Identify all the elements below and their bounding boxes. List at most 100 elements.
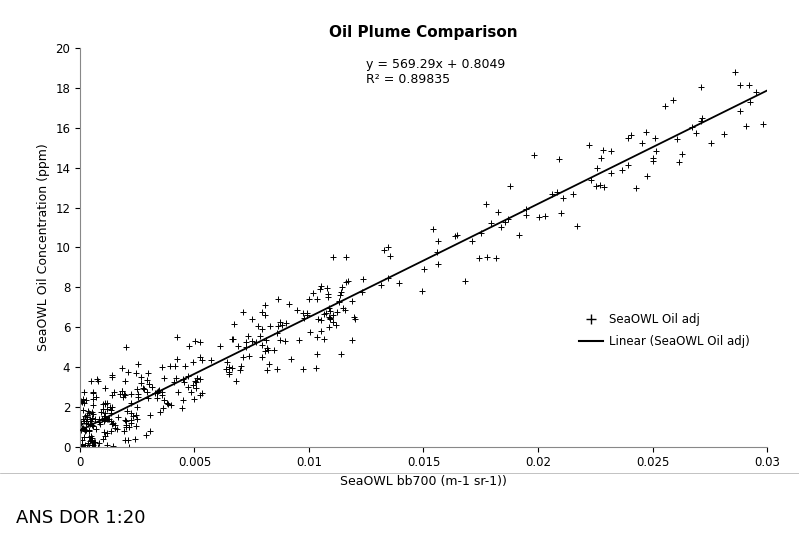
- Point: [85, 441, 98, 449]
- Point: [556, 194, 569, 202]
- Point: [729, 68, 741, 77]
- Point: [78, 417, 90, 426]
- Point: [82, 442, 95, 451]
- Point: [324, 314, 336, 322]
- Point: [74, 419, 87, 428]
- Point: [118, 377, 131, 385]
- Point: [178, 362, 191, 370]
- Point: [694, 82, 707, 91]
- Point: [473, 254, 486, 263]
- Point: [182, 342, 195, 351]
- Point: [622, 161, 634, 170]
- Point: [189, 336, 202, 345]
- Point: [740, 122, 753, 131]
- Point: [134, 379, 147, 387]
- Point: [163, 362, 176, 370]
- Point: [302, 295, 315, 303]
- Point: [615, 166, 628, 174]
- Point: [259, 301, 272, 309]
- Point: [263, 360, 276, 369]
- Point: [205, 356, 217, 364]
- Point: [310, 333, 323, 342]
- Point: [85, 431, 97, 440]
- Point: [309, 363, 322, 372]
- Point: [528, 150, 541, 159]
- Point: [120, 423, 133, 431]
- Point: [427, 225, 439, 233]
- Point: [98, 409, 111, 417]
- Point: [129, 435, 141, 443]
- Point: [307, 288, 320, 297]
- Point: [193, 375, 206, 384]
- Point: [105, 371, 118, 380]
- Point: [95, 414, 108, 423]
- Point: [330, 308, 343, 316]
- Point: [749, 87, 762, 96]
- Point: [267, 345, 280, 354]
- Point: [142, 380, 155, 389]
- Point: [170, 374, 183, 383]
- Point: [256, 353, 268, 362]
- Point: [120, 416, 133, 425]
- Point: [105, 403, 118, 412]
- Point: [743, 81, 756, 89]
- Point: [321, 290, 334, 299]
- Point: [79, 412, 92, 420]
- Point: [86, 414, 99, 422]
- Point: [283, 300, 296, 308]
- Point: [97, 427, 110, 436]
- Point: [161, 398, 174, 407]
- Point: [315, 282, 328, 291]
- Point: [118, 436, 131, 444]
- Point: [81, 442, 93, 451]
- Point: [323, 322, 336, 331]
- Point: [76, 398, 89, 407]
- Point: [108, 388, 121, 397]
- Point: [129, 410, 142, 419]
- Point: [101, 405, 113, 414]
- Point: [81, 410, 93, 419]
- Point: [240, 343, 252, 352]
- Point: [555, 209, 567, 217]
- Point: [416, 287, 429, 295]
- Point: [83, 433, 96, 442]
- Point: [336, 304, 349, 313]
- Point: [75, 442, 88, 451]
- Point: [78, 427, 91, 435]
- Point: [733, 81, 746, 89]
- Point: [87, 442, 100, 451]
- Point: [230, 377, 243, 385]
- Point: [137, 384, 149, 392]
- Point: [87, 400, 100, 409]
- Point: [566, 190, 579, 199]
- Point: [93, 418, 105, 427]
- Point: [622, 133, 634, 142]
- Y-axis label: SeaOWL Oil Concentration (ppm): SeaOWL Oil Concentration (ppm): [37, 144, 50, 351]
- Point: [112, 413, 125, 421]
- Point: [221, 358, 233, 366]
- Point: [356, 274, 369, 283]
- Point: [78, 399, 90, 407]
- Point: [130, 402, 143, 411]
- Point: [76, 442, 89, 451]
- Point: [81, 439, 94, 448]
- Point: [172, 388, 185, 397]
- Point: [605, 147, 618, 155]
- Point: [94, 408, 107, 416]
- Point: [431, 259, 444, 268]
- Point: [85, 436, 97, 445]
- Point: [85, 377, 97, 386]
- Point: [449, 232, 462, 240]
- Point: [79, 440, 92, 449]
- Point: [100, 399, 113, 407]
- Point: [105, 406, 117, 415]
- Point: [123, 442, 136, 451]
- Point: [75, 439, 88, 448]
- Point: [144, 426, 157, 435]
- Point: [74, 442, 86, 451]
- Point: [97, 400, 109, 408]
- Point: [273, 318, 286, 327]
- Point: [258, 346, 271, 355]
- Point: [256, 341, 268, 350]
- Point: [165, 400, 177, 409]
